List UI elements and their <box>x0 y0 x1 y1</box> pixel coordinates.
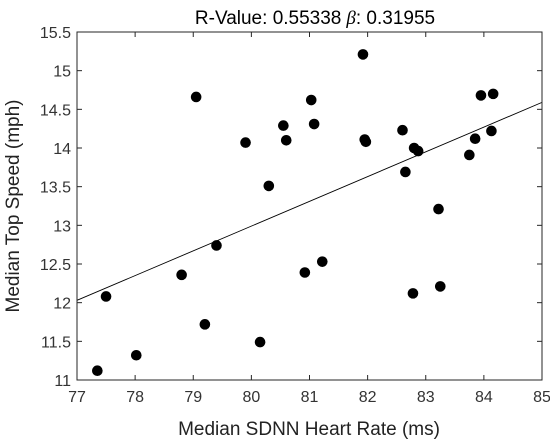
data-point <box>190 91 202 103</box>
fit-line-layer <box>76 101 543 301</box>
data-point <box>263 180 275 192</box>
data-point <box>240 137 251 148</box>
y-tick-label: 13.5 <box>40 180 71 197</box>
data-point <box>278 120 289 131</box>
x-tick-label: 83 <box>417 389 435 406</box>
data-point <box>176 269 187 281</box>
y-tick-label: 11 <box>54 373 71 390</box>
data-point <box>433 203 444 215</box>
data-point <box>487 88 499 100</box>
points-layer <box>92 49 499 377</box>
plot-area <box>77 32 542 380</box>
x-tick-label: 84 <box>475 389 493 406</box>
data-point <box>412 145 424 157</box>
data-point <box>469 133 481 145</box>
data-point <box>305 94 317 106</box>
title-prefix: R-Value: <box>195 8 273 29</box>
x-axis-label: Median SDNN Heart Rate (ms) <box>178 419 440 440</box>
data-point <box>308 118 320 130</box>
data-point <box>254 336 266 348</box>
y-tick-label: 15 <box>53 64 71 81</box>
data-point <box>400 166 411 178</box>
data-point <box>316 256 328 267</box>
y-tick-label: 12.5 <box>40 257 71 274</box>
data-point <box>397 124 408 136</box>
x-tick-label: 80 <box>242 389 260 406</box>
chart-title: R-Value: 0.55338 β: 0.31955 <box>195 8 435 29</box>
data-point <box>475 90 487 101</box>
title-beta-suffix: : <box>356 8 367 29</box>
data-point <box>486 125 497 137</box>
title-beta-value: 0.31955 <box>366 8 435 29</box>
data-point <box>464 149 475 161</box>
x-tick-label: 82 <box>359 389 377 406</box>
data-point <box>407 288 419 299</box>
x-tick-label: 81 <box>301 389 319 406</box>
data-point <box>130 349 142 361</box>
data-point <box>434 281 446 292</box>
x-tick-label: 77 <box>68 389 86 406</box>
data-point <box>360 136 372 148</box>
y-tick-label: 11.5 <box>41 334 71 351</box>
y-tick-label: 13 <box>53 218 71 235</box>
data-point <box>100 291 112 302</box>
y-tick-label: 12 <box>53 296 71 313</box>
title-beta-symbol: β <box>345 8 356 29</box>
data-point <box>199 319 211 330</box>
data-point <box>280 134 292 146</box>
data-point <box>357 49 369 60</box>
y-tick-label: 14.5 <box>40 102 71 119</box>
data-point <box>92 365 103 377</box>
x-tick-label: 79 <box>184 389 202 406</box>
x-axis: 77 78 79 80 81 82 83 84 85 <box>68 32 550 406</box>
x-tick-label: 78 <box>126 389 144 406</box>
title-r-value: 0.55338 <box>273 8 342 29</box>
y-tick-label: 14 <box>53 141 71 158</box>
y-axis: 11 11.5 12 12.5 13 13.5 14 14.5 15 15.5 <box>40 25 542 390</box>
x-tick-label: 85 <box>533 389 550 406</box>
data-point <box>299 267 311 278</box>
y-axis-label: Median Top Speed (mph) <box>3 100 24 313</box>
y-tick-label: 15.5 <box>40 25 71 42</box>
data-point <box>211 240 222 251</box>
fit-line <box>76 101 543 301</box>
